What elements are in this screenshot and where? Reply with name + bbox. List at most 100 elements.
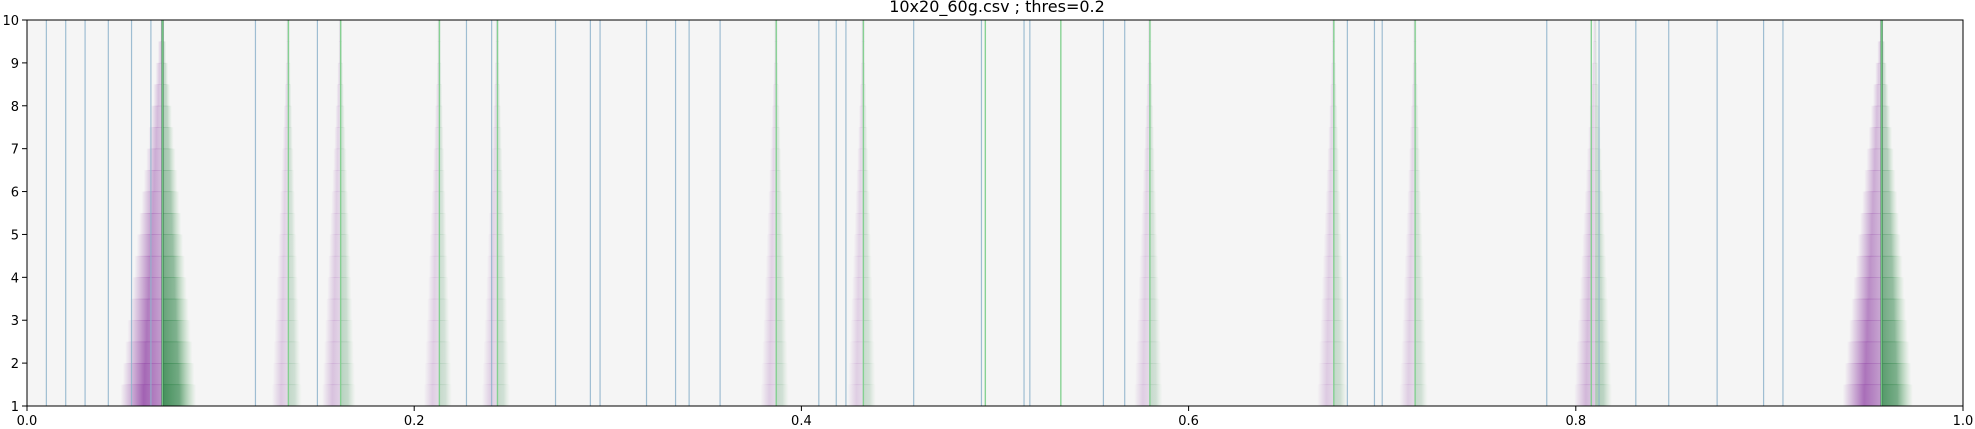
peak-1-purple-cell-7: [1857, 234, 1882, 257]
x-axis: 0.0 0.2 0.4 0.6 0.8 1.0: [17, 406, 1973, 429]
peak-10-purple-cell-9: [1325, 191, 1334, 214]
peak-7-purple-cell-15: [773, 62, 777, 85]
peak-7-green-cell-14: [776, 84, 780, 107]
peak-11-purple-cell-15: [1412, 62, 1416, 85]
peak-0-purple-cell-17: [160, 20, 163, 42]
peak-8-purple-cell-4: [851, 298, 864, 321]
peak-8-green-cell-1: [863, 363, 876, 386]
peak-7-purple-cell-3: [763, 320, 777, 343]
peak-9-green-cell-4: [1149, 298, 1160, 321]
peak-7-purple-cell-14: [772, 84, 777, 107]
peak-9-green-cell-8: [1149, 213, 1157, 235]
peak-0-purple-cell-10: [143, 170, 163, 193]
peak-11-purple-cell-4: [1402, 298, 1416, 321]
peak-10-purple-cell-10: [1326, 170, 1334, 193]
peak-6-green-cell-3: [497, 320, 508, 343]
peak-6-green-cell-17: [497, 20, 500, 42]
peak-11-green-cell-14: [1415, 84, 1418, 107]
peak-2-purple-cell-9: [1584, 191, 1596, 214]
peak-6-green-cell-9: [497, 191, 504, 214]
peak-8-purple-cell-9: [855, 191, 864, 214]
peak-4-green-cell-1: [288, 363, 301, 386]
peak-9-purple-cell-4: [1137, 298, 1150, 321]
peak-7-green-cell-5: [776, 277, 786, 300]
peak-10-purple-cell-8: [1324, 213, 1334, 235]
peak-1-purple-cell-16: [1877, 41, 1882, 64]
peak-11-purple-cell-14: [1411, 84, 1416, 107]
peak-6-green-cell-5: [497, 277, 507, 300]
peak-8-green-cell-11: [863, 148, 869, 171]
peak-0-green-cell-11: [162, 148, 176, 171]
peak-4-green-cell-8: [288, 213, 296, 235]
peak-3-green-cell-11: [340, 148, 347, 171]
peak-3-green-cell-14: [340, 84, 344, 107]
peak-5-green-cell-17: [439, 20, 441, 42]
peak-0-purple-cell-16: [157, 41, 163, 64]
peak-5-purple-cell-15: [436, 62, 440, 85]
peak-6-green-cell-1: [497, 363, 510, 386]
peak-0-purple-cell-5: [132, 277, 163, 300]
peak-6-green-cell-11: [497, 148, 503, 171]
peak-2-green-cell-14: [1595, 84, 1599, 107]
peak-0-purple-cell-9: [141, 191, 163, 214]
peak-5-purple-cell-10: [432, 170, 440, 193]
peak-10-green-cell-13: [1333, 105, 1338, 128]
peak-2-purple-cell-7: [1582, 234, 1596, 257]
peak-7-green-cell-1: [776, 363, 789, 386]
peak-4-green-cell-11: [288, 148, 294, 171]
peak-0-green-cell-10: [162, 170, 178, 193]
peak-1-purple-cell-3: [1849, 320, 1882, 343]
y-tick-label-1: 2: [11, 357, 19, 372]
peak-7-green-cell-12: [776, 127, 781, 150]
peak-4-purple-cell-5: [276, 277, 289, 300]
peak-1-purple-cell-2: [1847, 341, 1882, 364]
peak-10-green-cell-0: [1333, 384, 1347, 407]
peak-5-green-cell-9: [439, 191, 446, 214]
peak-2-green-cell-8: [1595, 213, 1605, 235]
peak-5-purple-cell-14: [435, 84, 440, 107]
peak-4-green-cell-3: [288, 320, 300, 343]
peak-6-green-cell-8: [497, 213, 505, 235]
peak-1-purple-cell-17: [1879, 20, 1882, 42]
peak-8-green-cell-12: [863, 127, 868, 150]
peak-3-green-cell-12: [340, 127, 346, 150]
peak-11-green-cell-4: [1415, 298, 1425, 321]
peak-10-purple-cell-11: [1327, 148, 1334, 171]
vertical-lines-layer: [45, 20, 1883, 406]
peak-6-purple-cell-1: [482, 363, 498, 386]
peak-1-green-cell-4: [1881, 298, 1906, 321]
y-tick-label-3: 4: [11, 271, 19, 286]
peak-10-purple-cell-16: [1331, 41, 1334, 64]
peak-10-purple-cell-13: [1329, 105, 1334, 128]
peak-6-green-cell-12: [497, 127, 502, 150]
peak-2-green-cell-6: [1595, 255, 1607, 278]
x-tick-label-4: 0.8: [1565, 414, 1586, 429]
peak-1-green-cell-10: [1881, 170, 1896, 193]
peak-9-green-cell-6: [1149, 255, 1159, 278]
peak-9-purple-cell-16: [1147, 41, 1150, 64]
peak-6-green-cell-6: [497, 255, 506, 278]
peak-9-green-cell-0: [1149, 384, 1163, 407]
peak-7-purple-cell-11: [770, 148, 777, 171]
peak-7-purple-cell-2: [762, 341, 777, 364]
peak-2-green-cell-17: [1595, 20, 1597, 42]
peak-9-green-cell-2: [1149, 341, 1161, 364]
peak-1-green-cell-16: [1881, 41, 1886, 64]
x-tick-label-0: 0.0: [17, 414, 38, 429]
peak-4-purple-cell-3: [274, 320, 289, 343]
peak-9-purple-cell-14: [1146, 84, 1150, 107]
peak-8-green-cell-5: [863, 277, 873, 300]
peak-6-purple-cell-8: [488, 213, 498, 235]
peak-4-purple-cell-17: [286, 20, 289, 42]
peak-9-purple-cell-11: [1143, 148, 1150, 171]
peak-10-green-cell-1: [1333, 363, 1347, 386]
peak-4-purple-cell-16: [286, 41, 289, 64]
peak-10-green-cell-4: [1333, 298, 1345, 321]
peak-7-green-cell-2: [776, 341, 788, 364]
peak-4-purple-cell-15: [285, 62, 289, 85]
peak-5-green-cell-13: [439, 105, 443, 128]
peak-10-purple-cell-5: [1321, 277, 1334, 300]
peak-2-purple-cell-13: [1589, 105, 1596, 128]
y-tick-label-7: 8: [11, 100, 19, 115]
peak-9-purple-cell-13: [1145, 105, 1150, 128]
